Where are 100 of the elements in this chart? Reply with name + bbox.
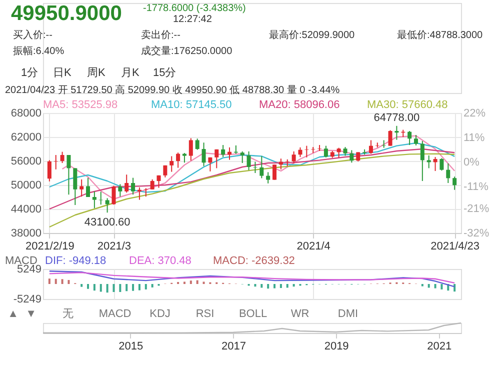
- candlestick: [144, 188, 148, 198]
- text: 12:27:42: [173, 14, 212, 25]
- candlestick: [298, 146, 302, 158]
- y-tick-label: 44000: [10, 204, 42, 216]
- candlestick: [240, 150, 244, 164]
- text: MA30: 57660.48: [367, 99, 448, 111]
- text: 卖出价:--: [141, 29, 180, 41]
- candlestick: [208, 156, 212, 172]
- text: 日K: [53, 67, 72, 79]
- candlestick: [112, 185, 116, 206]
- text: 买入价:--: [13, 29, 52, 41]
- line-series: [48, 272, 456, 284]
- text: RSI: [196, 308, 214, 320]
- candlestick: [60, 151, 64, 164]
- text: 2021/04/23 开 51729.50 高 52099.90 收 49950.90 低 48788.30 量 0 -3.44%: [5, 84, 340, 96]
- candlestick: [54, 154, 58, 170]
- candlestick: [188, 138, 193, 162]
- series-label: DIF: -949.18: [45, 255, 106, 267]
- text: DMI: [338, 308, 358, 320]
- candlestick: [408, 130, 412, 146]
- candlestick: [394, 125, 399, 140]
- candlestick: [47, 160, 52, 182]
- candlestick: [150, 178, 154, 190]
- candlestick: [182, 152, 186, 164]
- candlestick: [253, 161, 258, 174]
- candlestick: [440, 158, 444, 172]
- y2-tick-label: -32%: [464, 228, 490, 240]
- x-tick-label: 2021: [427, 340, 452, 352]
- y-tick-label: 50000: [10, 180, 42, 192]
- candlestick: [80, 178, 84, 198]
- text: ▲: [8, 308, 18, 320]
- text: -1778.6000 (-3.4383%): [143, 3, 246, 14]
- candlestick: [246, 150, 251, 171]
- x-tick-label: 2021/4: [296, 240, 330, 252]
- line-series: [48, 153, 456, 228]
- text: MACD: [98, 308, 132, 320]
- y2-tick-label: -11%: [464, 180, 489, 193]
- candlestick: [202, 142, 206, 167]
- candlestick: [221, 144, 226, 158]
- candlestick: [92, 190, 96, 209]
- series-label: DEA: 370.48: [129, 255, 192, 267]
- x-tick-label: 2021/4/23: [430, 240, 480, 252]
- y2-tick-label: 0%: [464, 156, 480, 168]
- text: 振幅:6.40%: [13, 45, 64, 57]
- candlestick: [176, 152, 180, 168]
- y-tick-label: 62000: [10, 132, 42, 144]
- text: 月K: [121, 67, 140, 79]
- candlestick: [105, 198, 110, 214]
- x-tick-label: 2021/3: [97, 240, 132, 252]
- annotation: 64778.00: [374, 112, 420, 124]
- text: 无: [62, 308, 74, 320]
- candlestick: [86, 177, 90, 198]
- candlestick: [170, 156, 174, 172]
- text: WR: [290, 308, 310, 320]
- text: 最高价:52099.9000: [269, 29, 356, 41]
- candlestick: [260, 156, 264, 179]
- y-tick-label: 38000: [10, 228, 42, 240]
- candlestick: [304, 145, 309, 158]
- candlestick: [382, 140, 386, 148]
- candlestick: [318, 144, 322, 152]
- y-tick-label: 5249: [17, 264, 42, 276]
- candlestick: [426, 154, 431, 169]
- candlestick: [195, 138, 200, 150]
- text: BOLL: [238, 308, 268, 320]
- candlestick: [324, 145, 328, 158]
- candlestick: [118, 184, 122, 198]
- text: 15分: [153, 67, 176, 79]
- candlestick: [368, 140, 373, 154]
- candlestick: [311, 146, 316, 154]
- chart-title: 49950.9000: [11, 2, 122, 25]
- text: MA5: 53525.98: [43, 99, 118, 111]
- candlestick: [452, 176, 457, 190]
- x-tick-label: 2017: [221, 340, 246, 352]
- text: MA20: 58096.06: [259, 99, 340, 111]
- candlestick: [266, 172, 270, 184]
- text: ▼: [26, 308, 36, 320]
- text: KDJ: [150, 308, 170, 320]
- candlestick: [420, 140, 424, 182]
- candlestick: [446, 162, 450, 184]
- y-tick-label: -5249: [13, 294, 42, 306]
- y-tick-label: 56000: [10, 156, 42, 168]
- y-tick-label: 68000: [10, 108, 42, 120]
- candlestick: [350, 150, 354, 164]
- x-tick-label: 2021/2/19: [25, 240, 74, 252]
- candlestick: [66, 154, 71, 196]
- text: 成交量:176250.0000: [141, 45, 233, 57]
- candlestick: [336, 147, 341, 158]
- x-tick-label: 2019: [324, 340, 349, 352]
- text: MA10: 57145.50: [151, 99, 232, 111]
- y2-tick-label: -21%: [464, 203, 490, 216]
- candlestick: [433, 156, 438, 172]
- candlestick: [292, 150, 296, 164]
- text: 最低价:48788.3000: [397, 29, 484, 41]
- series-label: MACD: -2639.32: [213, 255, 295, 267]
- y2-tick-label: 11%: [464, 132, 485, 144]
- candlestick: [73, 168, 78, 206]
- annotation: 43100.60: [84, 216, 130, 229]
- candlestick: [137, 186, 142, 200]
- candlestick: [131, 177, 136, 196]
- candlestick: [375, 142, 380, 148]
